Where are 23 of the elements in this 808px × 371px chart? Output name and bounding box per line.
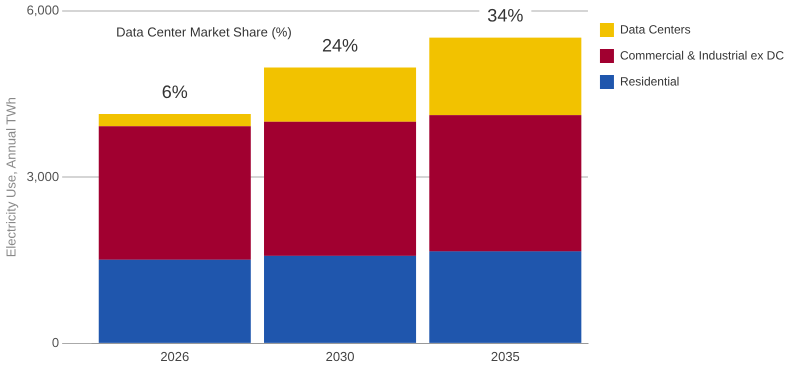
y-tick-label: 6,000 xyxy=(26,2,60,18)
bar xyxy=(264,122,416,256)
bar xyxy=(98,126,251,260)
legend-label: Data Centers xyxy=(620,22,691,36)
annotation: 24% xyxy=(322,35,358,56)
annotation: 34% xyxy=(487,6,524,26)
y-axis-title: Electricity Use, Annual TWh xyxy=(3,97,18,258)
bar xyxy=(264,68,416,122)
bar xyxy=(429,115,582,252)
legend-label: Residential xyxy=(620,74,680,88)
bar xyxy=(429,251,582,343)
bar xyxy=(429,38,582,116)
y-tick-label: 0 xyxy=(52,334,60,350)
bar xyxy=(264,256,416,343)
annotation: 6% xyxy=(162,82,188,102)
x-tick-label: 2026 xyxy=(160,348,190,364)
legend-label: Commercial & Industrial ex DC xyxy=(620,48,784,62)
x-tick-label: 2035 xyxy=(490,348,520,364)
bar xyxy=(98,260,251,343)
y-tick-label: 3,000 xyxy=(26,168,60,184)
bar xyxy=(98,114,251,126)
annotation: Data Center Market Share (%) xyxy=(116,24,292,40)
x-tick-label: 2030 xyxy=(326,348,355,364)
